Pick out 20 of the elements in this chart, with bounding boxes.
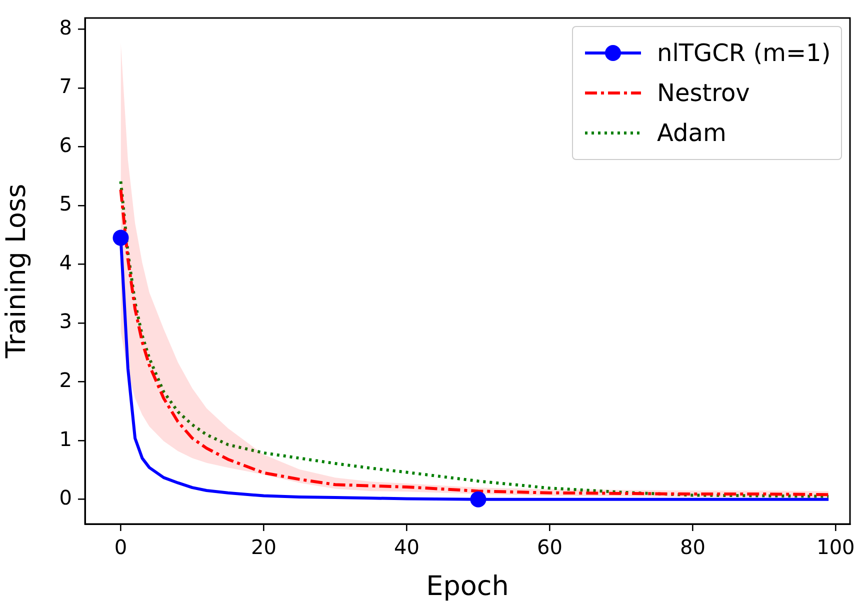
y-tick-label: 7 — [59, 74, 72, 98]
x-tick-label: 60 — [536, 535, 562, 560]
x-tick-label: 0 — [114, 535, 128, 560]
y-tick-label: 8 — [59, 15, 72, 40]
y-tick-label: 6 — [59, 132, 72, 157]
y-tick-label: 0 — [59, 486, 72, 510]
y-tick-label: 5 — [59, 192, 72, 216]
x-tick-label: 80 — [680, 535, 706, 560]
y-tick-label: 4 — [59, 250, 72, 274]
y-tick-label: 1 — [59, 426, 72, 451]
y-tick-label: 3 — [59, 309, 72, 334]
legend-label: nlTGCR (m=1) — [657, 38, 831, 69]
y-axis-title: Training Loss — [1, 184, 32, 360]
x-tick-label: 100 — [816, 535, 855, 560]
x-axis-title: Epoch — [426, 570, 509, 602]
legend-label: Nestrov — [657, 78, 750, 109]
y-tick-label: 2 — [59, 368, 72, 392]
x-tick-label: 40 — [394, 535, 420, 560]
legend-label: Adam — [657, 118, 726, 149]
x-tick-label: 20 — [251, 535, 276, 560]
